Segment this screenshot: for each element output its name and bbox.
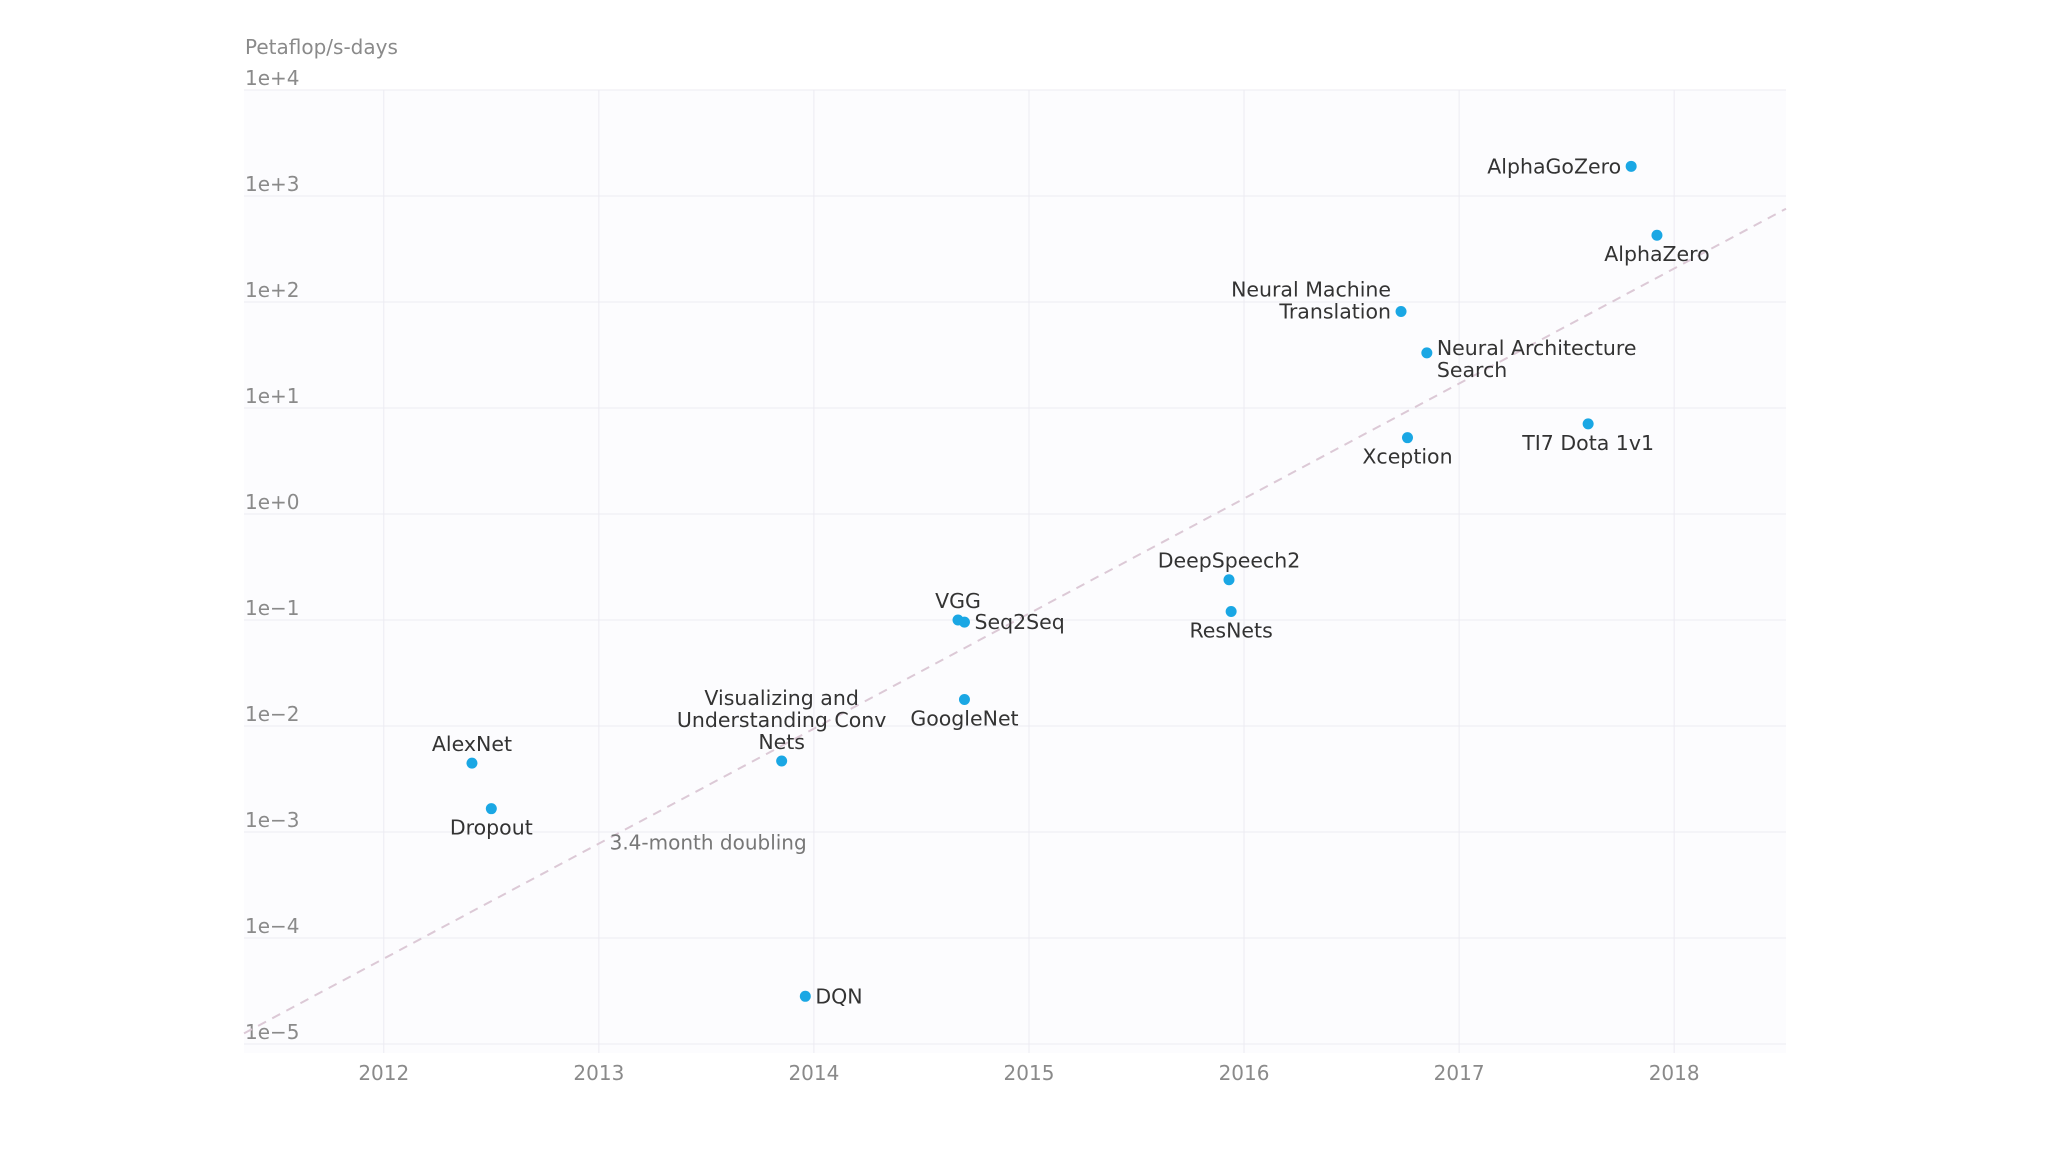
trend-label: 3.4-month doubling <box>610 831 807 855</box>
y-tick-label: 1e−5 <box>245 1020 300 1044</box>
x-tick-label: 2012 <box>358 1061 409 1085</box>
point-dropout <box>485 803 497 815</box>
trend-line-group: 3.4-month doubling <box>243 207 1787 1035</box>
y-tick-label: 1e−1 <box>245 596 300 620</box>
point-label-xception: Xception <box>1362 445 1452 469</box>
point-label-neural-machine-translation: Neural Machine <box>1231 278 1391 302</box>
x-tick-label: 2015 <box>1004 1061 1055 1085</box>
point-neural-machine-translation <box>1395 306 1407 318</box>
point-label-seq2seq: Seq2Seq <box>974 610 1064 634</box>
point-visualizing-and-understanding-conv-nets <box>776 755 788 767</box>
point-seq2seq <box>958 616 970 628</box>
point-label-vgg: VGG <box>935 589 981 613</box>
point-label-alexnet: AlexNet <box>432 732 512 756</box>
y-tick-label: 1e+2 <box>245 278 300 302</box>
point-label-visualizing-and-understanding-conv-nets: Visualizing and <box>704 686 858 710</box>
y-tick-label: 1e+0 <box>245 490 300 514</box>
point-ti7-dota-1v1 <box>1582 418 1594 430</box>
point-label-resnets: ResNets <box>1189 619 1272 643</box>
y-tick-label: 1e+3 <box>245 172 300 196</box>
plot-background <box>244 90 1786 1053</box>
point-alphagozero <box>1625 160 1637 172</box>
point-neural-architecture-search <box>1421 347 1433 359</box>
grid <box>244 89 1786 1053</box>
y-axis-title: Petaflop/s-days <box>245 35 398 59</box>
data-points: AlphaGoZero AlphaZero Neural MachineTransl… <box>432 154 1710 1008</box>
point-label-googlenet: GoogleNet <box>910 707 1018 731</box>
y-tick-label: 1e−2 <box>245 702 300 726</box>
point-label-visualizing-and-understanding-conv-nets: Nets <box>758 730 805 754</box>
point-alexnet <box>466 757 478 769</box>
point-label-neural-architecture-search: Search <box>1437 358 1507 382</box>
x-axis-ticks: 2012 2013 2014 2015 2016 2017 2018 <box>358 1061 1699 1085</box>
x-tick-label: 2018 <box>1649 1061 1700 1085</box>
x-tick-label: 2014 <box>788 1061 839 1085</box>
point-dqn <box>799 990 811 1002</box>
y-tick-label: 1e+4 <box>245 66 300 90</box>
point-googlenet <box>958 694 970 705</box>
point-label-alphazero: AlphaZero <box>1604 242 1709 266</box>
point-label-neural-architecture-search: Neural Architecture <box>1437 336 1637 360</box>
point-deepspeech2 <box>1223 574 1235 586</box>
point-label-alphagozero: AlphaGoZero <box>1487 154 1621 178</box>
point-label-neural-machine-translation: Translation <box>1278 300 1391 324</box>
point-xception <box>1401 432 1413 444</box>
y-tick-label: 1e−4 <box>245 914 300 938</box>
point-label-ti7-dota-1v1: TI7 Dota 1v1 <box>1521 431 1654 455</box>
point-resnets <box>1225 606 1237 618</box>
y-tick-label: 1e−3 <box>245 808 300 832</box>
y-tick-label: 1e+1 <box>245 384 300 408</box>
y-axis-ticks: 1e+4 1e+3 1e+2 1e+1 1e+0 1e−1 1e−2 1e−3 1e−4 1e−5 <box>245 66 300 1044</box>
x-tick-label: 2016 <box>1219 1061 1270 1085</box>
x-tick-label: 2013 <box>573 1061 624 1085</box>
x-tick-label: 2017 <box>1434 1061 1485 1085</box>
point-label-visualizing-and-understanding-conv-nets: Understanding Conv <box>677 708 887 732</box>
trend-line <box>243 207 1787 1035</box>
point-label-deepspeech2: DeepSpeech2 <box>1158 549 1301 573</box>
point-alphazero <box>1651 229 1663 241</box>
point-label-dropout: Dropout <box>450 816 533 840</box>
point-label-dqn: DQN <box>815 984 862 1008</box>
